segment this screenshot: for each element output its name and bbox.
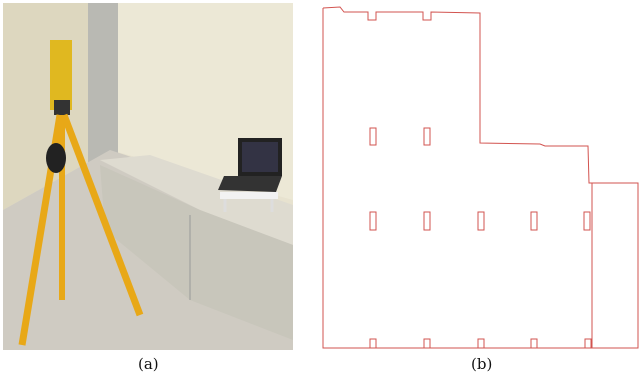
panel-label: (b) (471, 355, 492, 373)
figure-art (0, 0, 639, 352)
panel-label: (a) (138, 355, 159, 373)
photo (3, 3, 293, 350)
figure: (a) (b) (0, 0, 639, 380)
floor-plan (323, 7, 638, 348)
